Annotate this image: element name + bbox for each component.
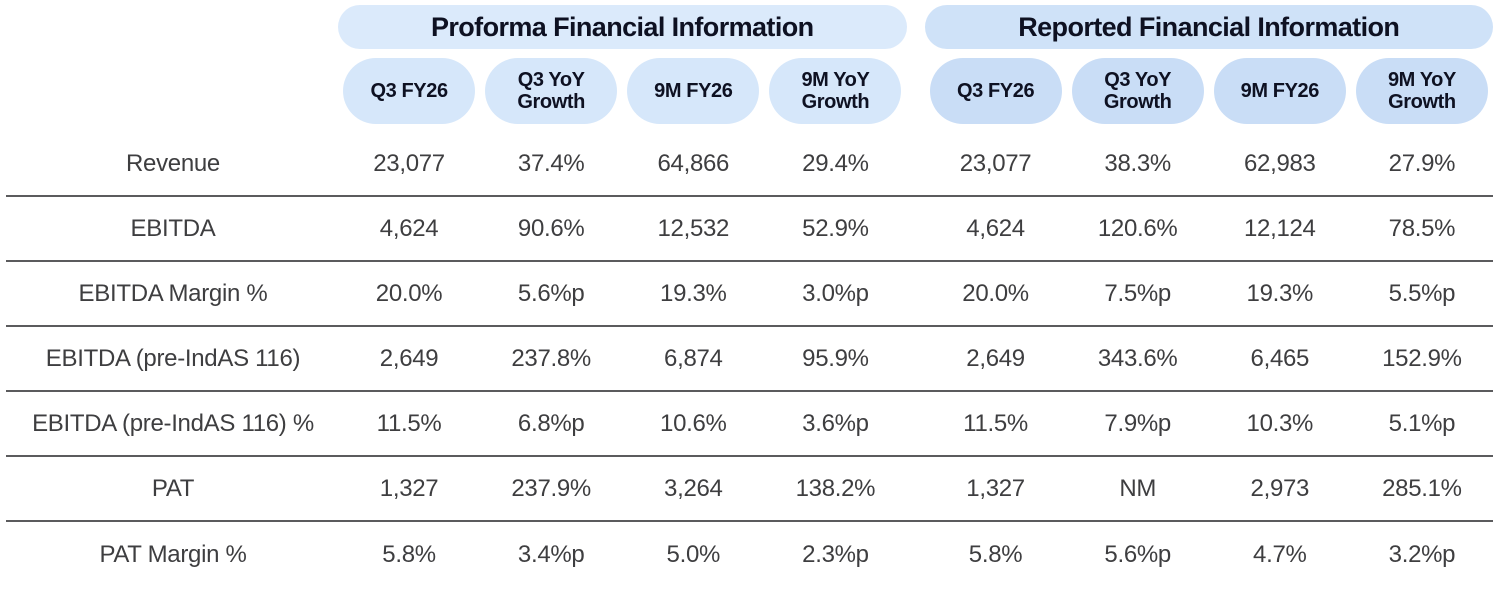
cell-value: 2,649 [379, 344, 439, 372]
table-row: Revenue 23,077 37.4% 64,866 29.4% 23,077 38.3%… [6, 132, 1493, 197]
cell-value: 19.3% [660, 279, 727, 307]
column-header-pill: 9M FY26 [627, 58, 760, 124]
cell-value: 1,327 [379, 474, 439, 502]
row-label: Revenue [126, 149, 220, 177]
cell-value: 2,973 [1250, 474, 1310, 502]
cell-value: 19.3% [1246, 279, 1314, 307]
row-label: PAT Margin % [99, 540, 247, 568]
cell-value: 4,624 [966, 214, 1025, 242]
cell-value: 2,649 [966, 344, 1025, 372]
cell-value: 12,532 [657, 214, 730, 242]
cell-value: 20.0% [962, 279, 1029, 307]
cell-value: 12,124 [1244, 214, 1316, 242]
cell-value: 1,327 [966, 474, 1025, 502]
table-body: Revenue 23,077 37.4% 64,866 29.4% 23,077 38.3%… [6, 132, 1493, 587]
cell-value: 37.4% [517, 149, 585, 177]
section-gap [907, 262, 925, 325]
table-row: PAT 1,327 237.9% 3,264 138.2% 1,327 NM 2,973 285… [6, 457, 1493, 522]
section-gap [907, 457, 925, 520]
section-gap [907, 327, 925, 390]
row-label: EBITDA [130, 214, 216, 242]
cell-value: 152.9% [1382, 344, 1462, 372]
cell-value: 6.8%p [517, 409, 585, 437]
table-row: EBITDA (pre-IndAS 116) 2,649 237.8% 6,874 95… [6, 327, 1493, 392]
cell-value: 138.2% [795, 474, 876, 502]
cell-value: 23,077 [373, 149, 445, 177]
cell-value: 7.5%p [1104, 279, 1171, 307]
column-header-pill: Q3 FY26 [343, 58, 476, 124]
cell-value: 4.7% [1253, 540, 1307, 568]
column-header-pill: Q3 YoY Growth [485, 58, 618, 124]
row-label: EBITDA (pre-IndAS 116) % [32, 409, 314, 437]
row-label: EBITDA Margin % [78, 279, 268, 307]
cell-value: 20.0% [375, 279, 443, 307]
cell-value: 27.9% [1388, 149, 1456, 177]
cell-value: 3.0%p [802, 279, 869, 307]
cell-value: 237.8% [511, 344, 591, 372]
column-header-pill: Q3 YoY Growth [1071, 58, 1204, 124]
cell-value: 52.9% [802, 214, 869, 242]
cell-value: 285.1% [1382, 474, 1462, 502]
cell-value: 2.3%p [802, 540, 869, 568]
cell-value: 5.6%p [1104, 540, 1171, 568]
cell-value: 95.9% [802, 344, 869, 372]
cell-value: 5.0% [666, 540, 721, 568]
cell-value: 62,983 [1244, 149, 1316, 177]
section-pill-proforma: Proforma Financial Information [338, 5, 907, 49]
cell-value: 3.2%p [1388, 540, 1456, 568]
section-gap [907, 197, 925, 260]
cell-value: 11.5% [376, 409, 442, 437]
cell-value: 78.5% [1388, 214, 1456, 242]
column-header-pill: 9M YoY Growth [1355, 58, 1488, 124]
table-row: EBITDA Margin % 20.0% 5.6%p 19.3% 3.0%p 20.0%… [6, 262, 1493, 327]
row-label: PAT [151, 474, 195, 502]
row-label-column-spacer [6, 4, 338, 50]
cell-value: 6,465 [1250, 344, 1310, 372]
column-header-pill: 9M YoY Growth [769, 58, 902, 124]
row-label-column-spacer [6, 50, 338, 132]
cell-value: NM [1119, 474, 1157, 502]
section-gap [907, 50, 925, 132]
row-label: EBITDA (pre-IndAS 116) [45, 344, 301, 372]
cell-value: 120.6% [1097, 214, 1178, 242]
cell-value: 10.3% [1246, 409, 1314, 437]
cell-value: 10.6% [660, 409, 727, 437]
cell-value: 11.5% [963, 409, 1028, 437]
cell-value: 5.8% [382, 540, 436, 568]
column-header-row: Q3 FY26 Q3 YoY Growth 9M FY26 9M YoY Growth… [6, 50, 1493, 132]
cell-value: 7.9%p [1104, 409, 1171, 437]
cell-value: 3.4%p [517, 540, 585, 568]
cell-value: 64,866 [657, 149, 730, 177]
column-header-pill: Q3 FY26 [929, 58, 1062, 124]
section-pill-reported: Reported Financial Information [924, 5, 1493, 49]
section-header-row: Proforma Financial Information Reported … [6, 4, 1493, 50]
section-gap [907, 522, 925, 587]
table-row: EBITDA 4,624 90.6% 12,532 52.9% 4,624 120.6% 12… [6, 197, 1493, 262]
section-gap [907, 392, 925, 455]
cell-value: 343.6% [1097, 344, 1178, 372]
cell-value: 38.3% [1104, 149, 1171, 177]
cell-value: 5.1%p [1388, 409, 1456, 437]
cell-value: 90.6% [517, 214, 585, 242]
cell-value: 5.8% [968, 540, 1023, 568]
cell-value: 23,077 [959, 149, 1032, 177]
cell-value: 3,264 [664, 474, 723, 502]
column-header-pill: 9M FY26 [1213, 58, 1346, 124]
table-row: EBITDA (pre-IndAS 116) % 11.5% 6.8%p 10.6% 3… [6, 392, 1493, 457]
cell-value: 29.4% [802, 149, 869, 177]
table-row: PAT Margin % 5.8% 3.4%p 5.0% 2.3%p 5.8% 5.6%p 4… [6, 522, 1493, 587]
cell-value: 5.5%p [1388, 279, 1456, 307]
cell-value: 3.6%p [802, 409, 869, 437]
cell-value: 4,624 [379, 214, 439, 242]
cell-value: 5.6%p [517, 279, 585, 307]
cell-value: 237.9% [511, 474, 591, 502]
cell-value: 6,874 [664, 344, 723, 372]
section-gap [907, 132, 925, 195]
